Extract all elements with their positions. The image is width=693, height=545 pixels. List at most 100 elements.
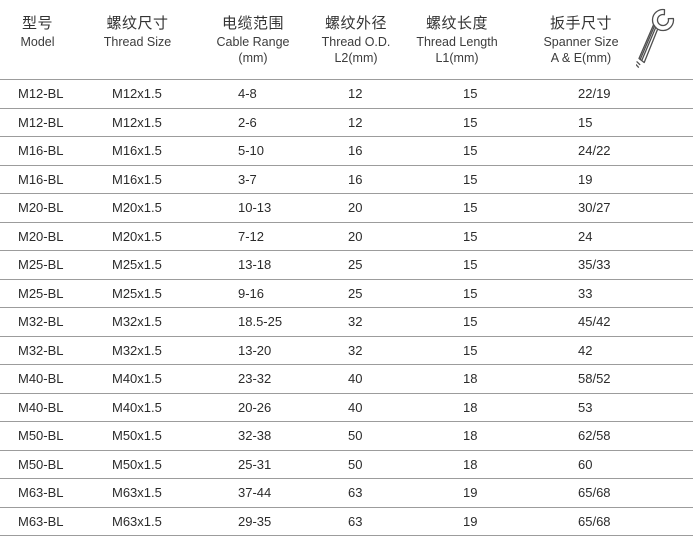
cell-thread-length: 15 — [405, 136, 530, 165]
cell-spanner-size: 24 — [530, 221, 693, 251]
col-header-thread-length-zh: 螺纹长度 — [425, 14, 488, 32]
cell-cable-range: 7-12 — [200, 221, 315, 251]
cell-spanner-size: 24/22 — [530, 136, 693, 165]
cell-cable-range: 37-44 — [200, 478, 315, 507]
cell-model: M50-BL — [0, 449, 75, 479]
cell-cable-range: 10-13 — [200, 193, 315, 222]
cell-cable-range: 13-18 — [200, 250, 315, 279]
cell-cable-range: 25-31 — [200, 449, 315, 479]
cell-cable-range: 29-35 — [200, 506, 315, 536]
cell-thread-length: 15 — [405, 278, 530, 308]
cell-cable-range: 4-8 — [200, 79, 315, 108]
table-row: M20-BL M20x1.5 10-13 20 15 30/27 — [0, 193, 693, 222]
cell-thread-od: 40 — [315, 392, 405, 422]
col-header-thread-length-sub: L1(mm) — [435, 50, 479, 65]
cell-thread-size: M12x1.5 — [75, 107, 200, 137]
cell-thread-size: M50x1.5 — [75, 449, 200, 479]
cell-thread-od: 20 — [315, 193, 405, 222]
table-row: M25-BL M25x1.5 9-16 25 15 33 — [0, 278, 693, 308]
cell-thread-size: M63x1.5 — [75, 506, 200, 536]
cell-spanner-size: 15 — [530, 107, 693, 137]
cell-thread-size: M25x1.5 — [75, 278, 200, 308]
cell-model: M20-BL — [0, 221, 75, 251]
cell-thread-od: 16 — [315, 164, 405, 194]
cell-spanner-size: 19 — [530, 164, 693, 194]
cell-thread-length: 15 — [405, 164, 530, 194]
cell-cable-range: 9-16 — [200, 278, 315, 308]
table-row: M40-BL M40x1.5 23-32 40 18 58/52 — [0, 364, 693, 393]
cell-model: M32-BL — [0, 335, 75, 365]
table-row: M32-BL M32x1.5 18.5-25 32 15 45/42 — [0, 307, 693, 336]
col-header-spanner-size-sub: A & E(mm) — [550, 50, 612, 65]
cell-spanner-size: 60 — [530, 449, 693, 479]
header-row: 型号 Model 螺纹尺寸 Thread Size 电缆范围 Cable Ran… — [0, 0, 693, 80]
col-header-model-en: Model — [20, 34, 55, 49]
cell-spanner-size: 45/42 — [530, 307, 693, 336]
cell-cable-range: 18.5-25 — [200, 307, 315, 336]
col-header-thread-length-en: Thread Length — [416, 34, 498, 49]
col-header-thread-size-en: Thread Size — [103, 34, 172, 49]
cell-thread-od: 50 — [315, 421, 405, 450]
cell-thread-size: M32x1.5 — [75, 335, 200, 365]
cell-spanner-size: 35/33 — [530, 250, 693, 279]
col-header-model: 型号 Model — [0, 0, 75, 80]
cell-thread-od: 20 — [315, 221, 405, 251]
cell-spanner-size: 33 — [530, 278, 693, 308]
cell-thread-length: 18 — [405, 421, 530, 450]
cell-thread-size: M20x1.5 — [75, 221, 200, 251]
table-row: M12-BL M12x1.5 2-6 12 15 15 — [0, 107, 693, 137]
cell-cable-range: 5-10 — [200, 136, 315, 165]
col-header-thread-od: 螺纹外径 Thread O.D. L2(mm) — [315, 0, 405, 80]
cell-thread-length: 15 — [405, 221, 530, 251]
cell-thread-od: 32 — [315, 307, 405, 336]
cell-thread-size: M25x1.5 — [75, 250, 200, 279]
cell-model: M32-BL — [0, 307, 75, 336]
table-row: M63-BL M63x1.5 37-44 63 19 65/68 — [0, 478, 693, 507]
cell-model: M63-BL — [0, 506, 75, 536]
col-header-cable-range-zh: 电缆范围 — [221, 14, 284, 32]
cell-thread-od: 63 — [315, 506, 405, 536]
cell-cable-range: 2-6 — [200, 107, 315, 137]
col-header-model-sub — [0, 50, 75, 66]
table-row: M50-BL M50x1.5 32-38 50 18 62/58 — [0, 421, 693, 450]
cell-thread-length: 19 — [405, 478, 530, 507]
cell-thread-od: 25 — [315, 278, 405, 308]
cell-spanner-size: 42 — [530, 335, 693, 365]
table-row: M12-BL M12x1.5 4-8 12 15 22/19 — [0, 79, 693, 108]
table-body: M12-BL M12x1.5 4-8 12 15 22/19 M12-BL M12x1.5 2-… — [0, 79, 693, 536]
table-row: M20-BL M20x1.5 7-12 20 15 24 — [0, 221, 693, 251]
col-header-thread-od-sub: L2(mm) — [334, 50, 378, 65]
col-header-thread-length: 螺纹长度 Thread Length L1(mm) — [405, 0, 530, 80]
table-row: M40-BL M40x1.5 20-26 40 18 53 — [0, 392, 693, 422]
cell-thread-od: 40 — [315, 364, 405, 393]
cell-spanner-size: 65/68 — [530, 478, 693, 507]
cell-thread-size: M20x1.5 — [75, 193, 200, 222]
cell-thread-size: M40x1.5 — [75, 364, 200, 393]
cell-spanner-size: 53 — [530, 392, 693, 422]
cell-thread-length: 15 — [405, 79, 530, 108]
cell-spanner-size: 58/52 — [530, 364, 693, 393]
cell-thread-length: 15 — [405, 335, 530, 365]
cell-model: M16-BL — [0, 164, 75, 194]
cell-thread-length: 18 — [405, 364, 530, 393]
col-header-thread-od-zh: 螺纹外径 — [324, 14, 387, 32]
col-header-thread-size: 螺纹尺寸 Thread Size — [75, 0, 200, 80]
cell-cable-range: 32-38 — [200, 421, 315, 450]
col-header-thread-od-en: Thread O.D. — [321, 34, 391, 49]
table-row: M50-BL M50x1.5 25-31 50 18 60 — [0, 449, 693, 479]
col-header-cable-range: 电缆范围 Cable Range (mm) — [200, 0, 315, 80]
table-row: M16-BL M16x1.5 5-10 16 15 24/22 — [0, 136, 693, 165]
table-row: M16-BL M16x1.5 3-7 16 15 19 — [0, 164, 693, 194]
cell-cable-range: 23-32 — [200, 364, 315, 393]
cell-thread-size: M32x1.5 — [75, 307, 200, 336]
cell-cable-range: 20-26 — [200, 392, 315, 422]
cell-thread-length: 18 — [405, 392, 530, 422]
cell-thread-length: 19 — [405, 506, 530, 536]
cell-spanner-size: 30/27 — [530, 193, 693, 222]
cell-model: M63-BL — [0, 478, 75, 507]
table-row: M25-BL M25x1.5 13-18 25 15 35/33 — [0, 250, 693, 279]
cell-thread-od: 12 — [315, 107, 405, 137]
cell-cable-range: 3-7 — [200, 164, 315, 194]
